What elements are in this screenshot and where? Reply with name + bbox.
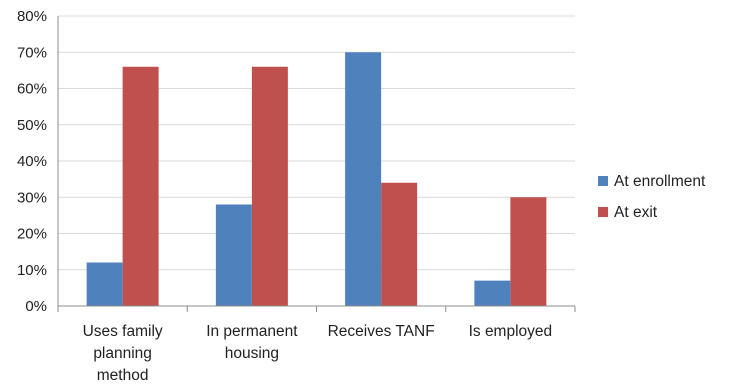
legend-swatch: [598, 207, 608, 217]
y-tick-label: 50%: [17, 117, 47, 134]
legend-label: At enrollment: [614, 173, 706, 190]
bar: [510, 197, 547, 306]
y-tick-label: 0%: [25, 298, 47, 315]
bar: [381, 182, 418, 306]
y-tick-label: 80%: [17, 8, 47, 25]
x-category-label: method: [97, 367, 149, 384]
x-category-label: In permanent: [206, 323, 298, 340]
x-category-label: Receives TANF: [328, 323, 435, 340]
y-tick-label: 30%: [17, 189, 47, 206]
bar: [474, 280, 511, 306]
x-category-label: housing: [225, 345, 279, 362]
legend: At enrollment At exit: [598, 173, 706, 221]
y-tick-label: 60%: [17, 81, 47, 98]
axes: [57, 16, 576, 312]
bar: [86, 262, 123, 306]
bars: [86, 52, 547, 306]
bar: [215, 204, 252, 306]
legend-label: At exit: [614, 204, 658, 221]
x-category-label: planning: [93, 345, 152, 362]
bar: [251, 66, 288, 306]
y-tick-label: 10%: [17, 262, 47, 279]
x-category-label: Uses family: [83, 323, 163, 340]
y-axis-tick-labels: 0% 10% 20% 30% 40% 50% 60% 70% 80%: [17, 8, 47, 315]
x-category-label: Is employed: [469, 323, 553, 340]
bar: [345, 52, 382, 306]
legend-swatch: [598, 176, 608, 186]
y-tick-label: 20%: [17, 226, 47, 243]
y-tick-label: 70%: [17, 44, 47, 61]
y-tick-label: 40%: [17, 153, 47, 170]
x-axis-category-labels: Uses family planning method In permanent hou…: [83, 323, 553, 384]
bar: [122, 66, 159, 306]
